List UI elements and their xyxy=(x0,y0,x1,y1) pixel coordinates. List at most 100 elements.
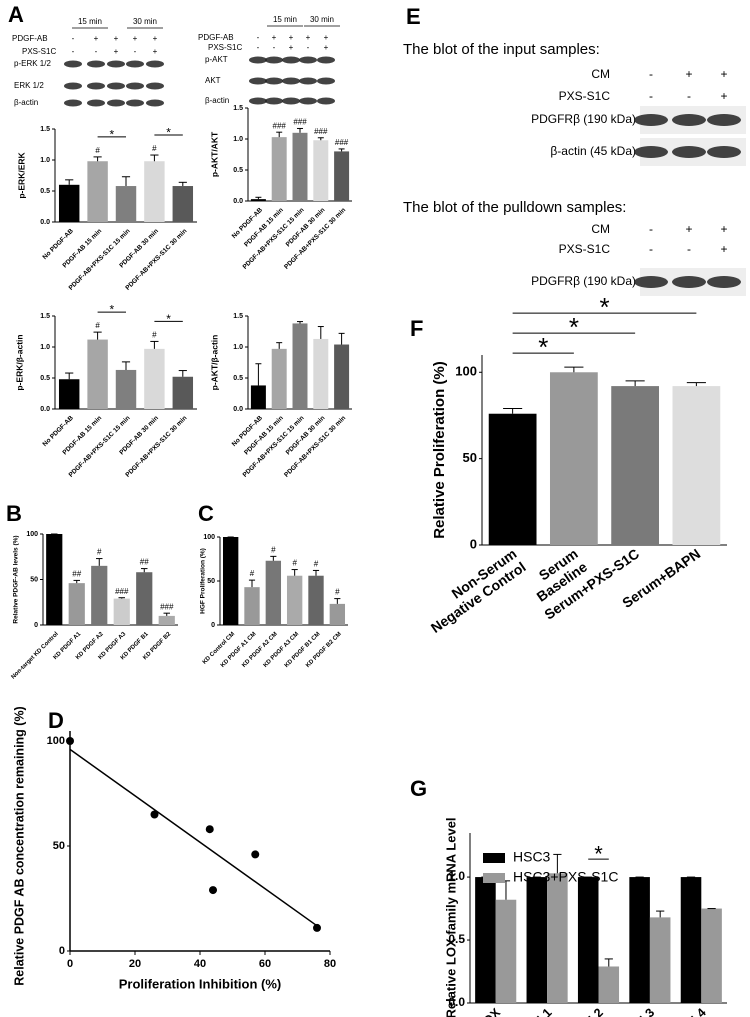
treatment-sign: - xyxy=(649,222,653,236)
point xyxy=(66,737,74,745)
treatment-sign: - xyxy=(307,43,310,52)
x-tick-label: 60 xyxy=(259,958,271,970)
blot-band xyxy=(317,77,335,85)
blot-band xyxy=(707,114,741,126)
significance-mark: ### xyxy=(273,121,287,130)
significance-mark: # xyxy=(250,569,255,578)
bar xyxy=(87,161,108,222)
treatment-sign: - xyxy=(687,89,691,103)
treatment-sign: - xyxy=(649,67,653,81)
blot-band xyxy=(249,56,267,64)
significance-mark: # xyxy=(152,331,157,340)
y-tick-label: 0.5 xyxy=(448,932,465,946)
blot-band xyxy=(126,99,144,107)
treatment-sign: - xyxy=(134,47,137,56)
blot-band xyxy=(87,82,105,90)
panel-label: A xyxy=(8,2,24,27)
bar xyxy=(292,323,308,409)
y-tick-label: 1.0 xyxy=(233,344,243,351)
blot-band xyxy=(634,146,668,158)
bar xyxy=(526,877,548,1003)
blot-band xyxy=(146,99,164,107)
bar xyxy=(308,575,324,625)
treatment-sign: + xyxy=(94,34,99,43)
panel-label: D xyxy=(48,708,64,733)
treatment-sign: + xyxy=(720,222,727,236)
blot-band xyxy=(317,56,335,64)
legend-swatch xyxy=(483,853,505,863)
blot-row-label: β-actin xyxy=(205,96,229,105)
blot-band xyxy=(707,276,741,288)
bar xyxy=(46,534,63,625)
bar xyxy=(329,603,346,625)
treatment-sign: + xyxy=(153,34,158,43)
y-tick-label: 1.0 xyxy=(448,869,465,883)
bar xyxy=(292,132,308,201)
blot-band xyxy=(265,97,283,105)
point xyxy=(209,886,217,895)
x-axis-title: Proliferation Inhibition (%) xyxy=(119,976,282,991)
blot-band xyxy=(299,77,317,85)
bar xyxy=(629,877,650,1003)
treatment-sign: - xyxy=(257,33,260,42)
bar xyxy=(334,151,350,201)
y-tick-label: 50 xyxy=(53,840,65,852)
blot-band xyxy=(64,60,82,68)
significance-mark: ### xyxy=(335,138,349,147)
blot-band xyxy=(64,82,82,90)
bar xyxy=(611,386,660,545)
treatment-sign: - xyxy=(95,47,98,56)
significance-mark: # xyxy=(292,559,297,568)
y-tick-label: 0 xyxy=(59,945,65,957)
significance-mark: ## xyxy=(72,570,81,579)
comparison-label: * xyxy=(538,332,548,362)
y-tick-label: 0 xyxy=(211,622,215,629)
treatment-sign: + xyxy=(720,67,727,81)
blot-title: The blot of the input samples: xyxy=(403,41,600,58)
y-tick-label: 0.5 xyxy=(40,188,50,195)
significance-mark: # xyxy=(95,146,100,155)
blot-row-label: PDGFRβ (190 kDa) xyxy=(531,274,636,288)
bar xyxy=(680,877,702,1003)
treatment-sign: + xyxy=(114,34,119,43)
blot-row-label: p-AKT xyxy=(205,55,228,64)
panel-label: B xyxy=(6,501,22,526)
treatment-sign: + xyxy=(289,43,294,52)
treatment-sign: + xyxy=(289,33,294,42)
significance-mark: # xyxy=(314,560,319,569)
blot-band xyxy=(249,97,267,105)
y-axis-title: p-ERK/β-actin xyxy=(14,334,24,390)
comparison-label: * xyxy=(599,292,609,322)
blot-band xyxy=(634,114,668,126)
treatment-sign: - xyxy=(257,43,260,52)
bar xyxy=(87,339,108,409)
legend-label: HSC3 xyxy=(513,849,551,865)
blot-row-label: PDGFRβ (190 kDa) xyxy=(531,112,636,126)
blot-band xyxy=(282,56,300,64)
bar xyxy=(172,186,194,222)
bar xyxy=(158,615,175,625)
time-label: 30 min xyxy=(133,17,157,26)
blot-band xyxy=(282,77,300,85)
time-label: 30 min xyxy=(310,15,334,24)
treatment-label: PDGF-AB xyxy=(12,34,48,43)
significance-mark: ### xyxy=(115,587,129,596)
blot-band xyxy=(107,99,125,107)
treatment-label: PXS-S1C xyxy=(559,89,611,103)
bar xyxy=(115,186,137,222)
bar xyxy=(144,348,165,409)
treatment-sign: + xyxy=(720,242,727,256)
panel-label: E xyxy=(406,4,421,29)
significance-mark: # xyxy=(95,321,100,330)
panel-label: F xyxy=(410,316,423,341)
blot-row-label: p-ERK 1/2 xyxy=(14,59,51,68)
time-label: 15 min xyxy=(78,17,102,26)
comparison-label: * xyxy=(594,842,603,867)
y-tick-label: 0.0 xyxy=(233,198,243,205)
legend-label: HSC3+PXS-S1C xyxy=(513,869,618,885)
treatment-label: CM xyxy=(591,222,610,236)
bar xyxy=(598,966,620,1003)
blot-band xyxy=(87,60,105,68)
y-axis-title: Relative Proliferation (%) xyxy=(431,361,448,539)
